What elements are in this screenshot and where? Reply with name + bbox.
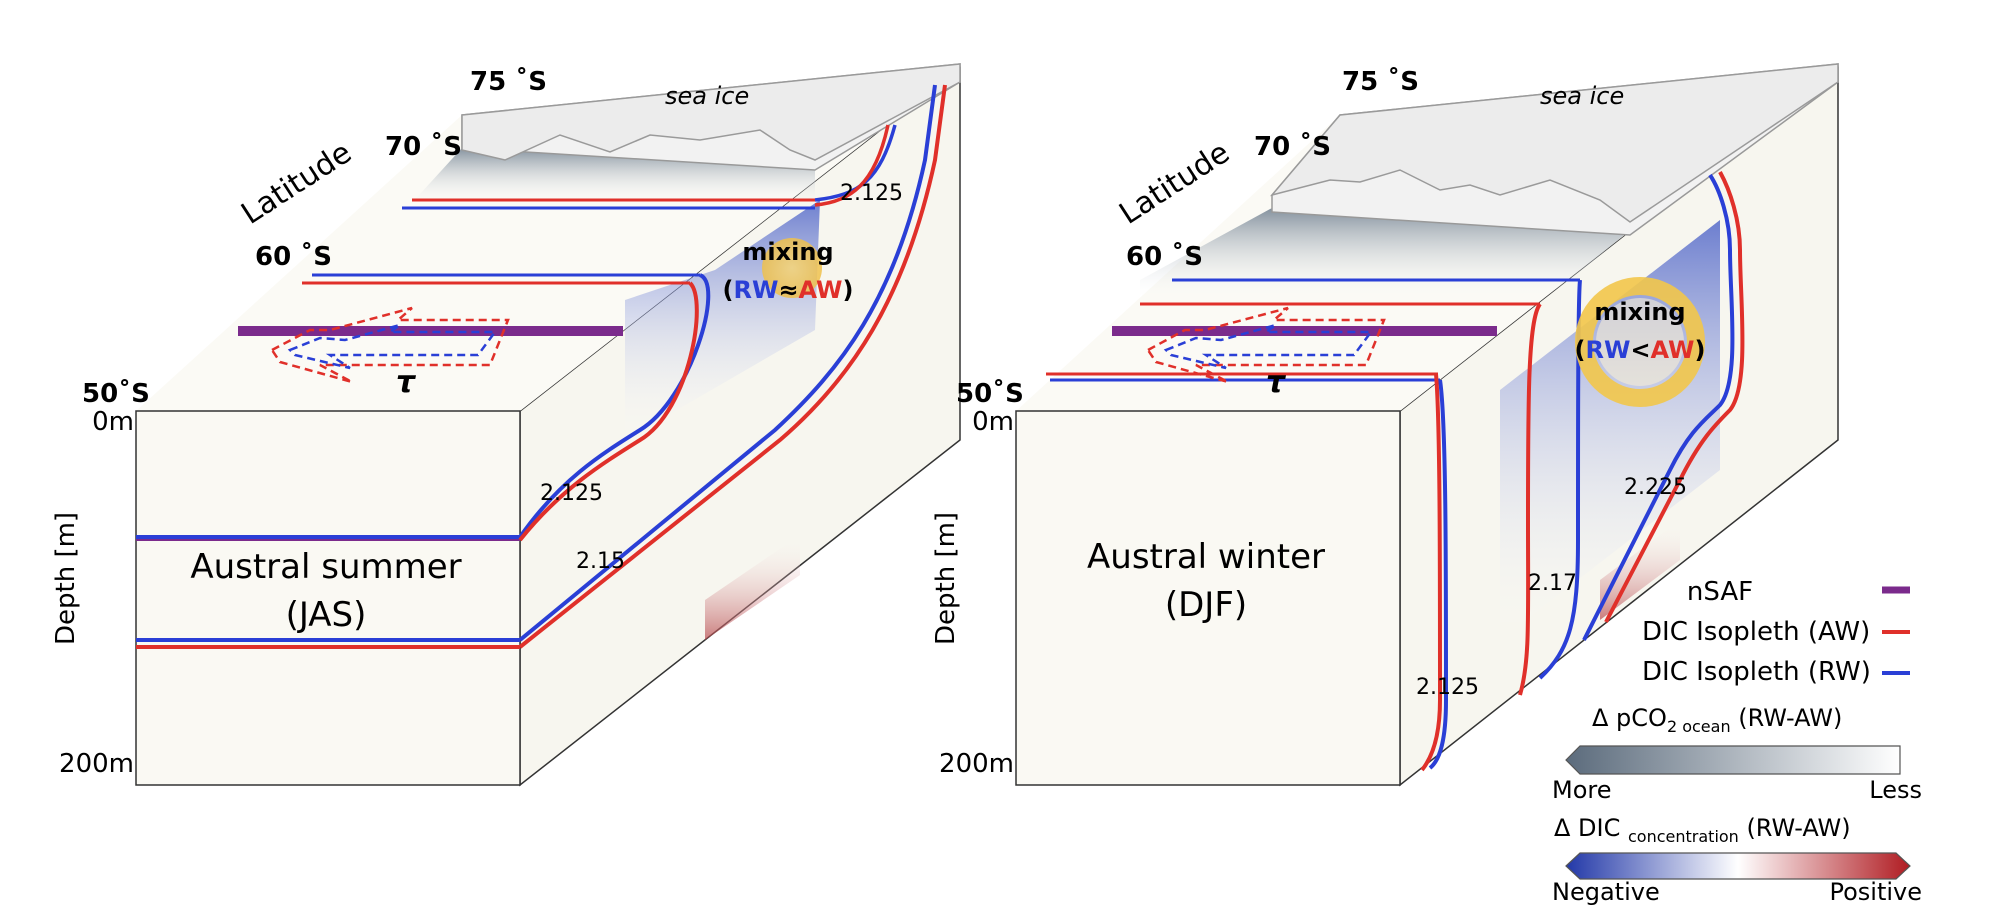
colorbar-title: Δ pCO2 ocean (RW-AW)	[1592, 704, 1842, 736]
colorbar-gradient	[1565, 852, 1911, 880]
mixing-relation: (RW≈AW)	[723, 276, 854, 304]
sea-ice-shadow	[410, 148, 815, 205]
lat-70: 70 ˚S	[385, 131, 462, 162]
aw-isopleth-side-b	[1518, 302, 1542, 696]
legend-label-nsaf: nSAF	[1687, 577, 1753, 607]
lat-50: 50˚S	[82, 378, 150, 409]
lat-60: 60 ˚S	[255, 241, 332, 272]
colorbar-title: Δ DIC concentration (RW-AW)	[1554, 814, 1851, 846]
tau-label: τ	[1266, 365, 1287, 400]
mixing-swirl-center	[1596, 298, 1684, 386]
season-label: Austral summer	[190, 547, 461, 587]
sea-ice-top	[1269, 63, 1839, 223]
legend-label-rw: DIC Isopleth (RW)	[1642, 657, 1871, 687]
sea-ice-top	[461, 63, 961, 161]
rw-isopleth-side-a	[518, 273, 711, 539]
lat-75: 75 ˚S	[470, 66, 547, 97]
latitude-axis-label: Latitude	[235, 135, 358, 232]
isopleth-label: 2.15	[576, 549, 625, 574]
aw-isopleth-side-top	[814, 124, 890, 207]
isopleth-label: 2.125	[540, 481, 603, 506]
wind-stress-arrow-aw	[270, 306, 510, 384]
wind-stress-arrow-aw	[1146, 306, 1386, 384]
box-front-face	[135, 410, 521, 786]
colorbar-dic: Δ DIC concentration (RW-AW) Negative Pos…	[1552, 814, 1922, 906]
depth-top-label: 0m	[972, 407, 1014, 437]
sea-ice-shadow	[1140, 208, 1630, 300]
season-period: (DJF)	[1165, 585, 1247, 625]
legend-label-aw: DIC Isopleth (AW)	[1642, 617, 1870, 647]
depth-top-label: 0m	[92, 407, 134, 437]
rw-isopleth-side-a	[1428, 379, 1449, 770]
colorbar-high-label: Positive	[1829, 878, 1922, 906]
colorbar-gradient	[1565, 745, 1901, 775]
season-label: Austral winter	[1087, 537, 1325, 577]
mixing-swirl	[1575, 277, 1705, 407]
mixing-relation: (RW<AW)	[1575, 336, 1706, 364]
mixing-label: mixing	[742, 238, 833, 266]
aw-isopleth-side-a	[1420, 373, 1443, 772]
colorbar-low-label: Negative	[1552, 878, 1660, 906]
lat-75: 75 ˚S	[1342, 66, 1419, 97]
legend: nSAF DIC Isopleth (AW) DIC Isopleth (RW)	[1642, 577, 1910, 687]
dic-positive-shade	[705, 535, 800, 640]
aw-isopleth-side-c	[1604, 171, 1745, 623]
isopleth-label: 2.125	[1416, 675, 1479, 700]
winter-panel	[1015, 63, 1839, 787]
depth-axis-label: Depth [m]	[51, 512, 81, 645]
summer-panel	[135, 63, 961, 787]
season-period: (JAS)	[286, 595, 367, 635]
latitude-axis-label: Latitude	[1113, 135, 1236, 232]
rw-isopleth-side-c	[1582, 173, 1735, 641]
lat-70: 70 ˚S	[1254, 131, 1331, 162]
rw-isopleth-side-b	[1538, 279, 1582, 680]
rw-isopleth-side-b	[518, 84, 937, 642]
depth-bottom-label: 200m	[59, 749, 134, 779]
colorbar-low-label: More	[1552, 776, 1612, 804]
lat-50: 50˚S	[956, 378, 1024, 409]
isopleth-label: 2.225	[1624, 475, 1687, 500]
isopleth-label: 2.17	[1528, 571, 1577, 596]
sea-ice-label: sea ice	[1540, 82, 1624, 110]
mixing-label: mixing	[1594, 298, 1685, 326]
aw-isopleth-side-b	[518, 84, 947, 649]
isopleth-label: 2.125	[840, 181, 903, 206]
depth-axis-label: Depth [m]	[931, 512, 961, 645]
mixing-swirl	[762, 238, 822, 298]
box-front-face	[1015, 410, 1401, 786]
aw-isopleth-side-a	[518, 281, 699, 542]
nsaf-bar	[1112, 326, 1497, 336]
colorbar-high-label: Less	[1869, 776, 1922, 804]
depth-bottom-label: 200m	[939, 749, 1014, 779]
tau-label: τ	[396, 365, 417, 400]
colorbar-pco2: Δ pCO2 ocean (RW-AW) More Less	[1552, 704, 1922, 804]
sea-ice-label: sea ice	[665, 82, 749, 110]
lat-60: 60 ˚S	[1126, 241, 1203, 272]
nsaf-bar	[238, 326, 623, 336]
